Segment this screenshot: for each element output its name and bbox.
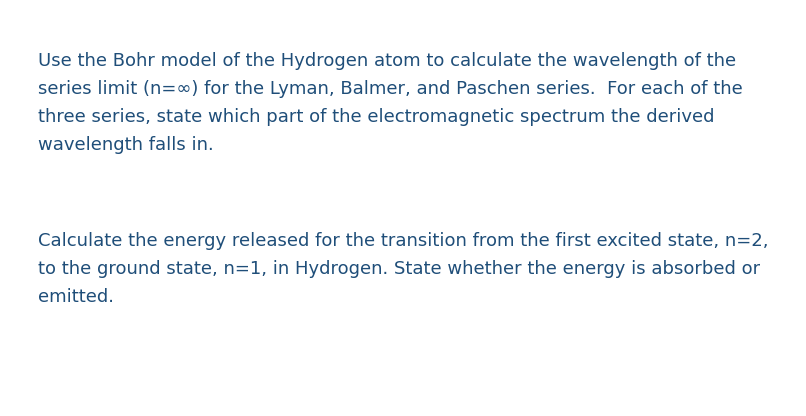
Text: Use the Bohr model of the Hydrogen atom to calculate the wavelength of the: Use the Bohr model of the Hydrogen atom … — [38, 52, 736, 70]
Text: three series, state which part of the electromagnetic spectrum the derived: three series, state which part of the el… — [38, 108, 714, 126]
Text: Calculate the energy released for the transition from the first excited state, n: Calculate the energy released for the tr… — [38, 232, 768, 250]
Text: emitted.: emitted. — [38, 288, 114, 306]
Text: series limit (n=∞) for the Lyman, Balmer, and Paschen series.  For each of the: series limit (n=∞) for the Lyman, Balmer… — [38, 80, 743, 98]
Text: wavelength falls in.: wavelength falls in. — [38, 136, 214, 154]
Text: to the ground state, n=1, in Hydrogen. State whether the energy is absorbed or: to the ground state, n=1, in Hydrogen. S… — [38, 260, 760, 278]
